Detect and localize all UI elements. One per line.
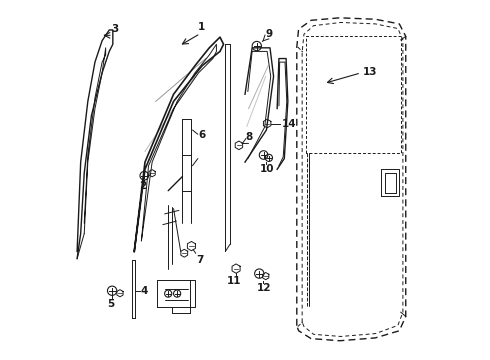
Text: 7: 7 bbox=[196, 255, 203, 265]
Text: 8: 8 bbox=[245, 132, 252, 142]
Text: 2: 2 bbox=[139, 181, 146, 192]
Text: 5: 5 bbox=[107, 298, 115, 309]
Text: 13: 13 bbox=[363, 67, 377, 77]
Text: 3: 3 bbox=[111, 23, 118, 33]
Text: 6: 6 bbox=[198, 130, 206, 140]
Text: 9: 9 bbox=[265, 29, 272, 39]
Text: 14: 14 bbox=[281, 119, 296, 129]
Text: 4: 4 bbox=[141, 286, 148, 296]
Text: 12: 12 bbox=[256, 283, 271, 293]
Text: 1: 1 bbox=[198, 22, 205, 32]
Text: 11: 11 bbox=[227, 276, 242, 287]
Text: 10: 10 bbox=[260, 164, 274, 174]
